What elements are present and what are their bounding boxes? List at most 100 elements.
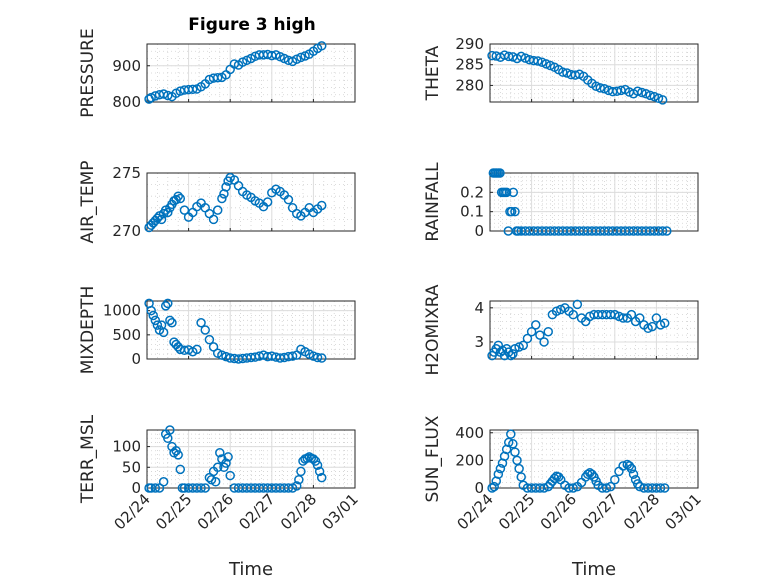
y-axis-label: PRESSURE — [78, 28, 98, 117]
data-point — [522, 333, 533, 344]
data-point — [283, 483, 294, 493]
y-tick-label: 0 — [131, 479, 141, 497]
data-point — [283, 194, 294, 205]
data-point — [531, 320, 541, 330]
data-point — [659, 318, 670, 328]
axes-frame — [489, 172, 699, 232]
data-point — [152, 320, 163, 330]
data-point — [200, 325, 210, 335]
data-point — [158, 477, 169, 487]
data-point — [160, 301, 171, 311]
data-point — [651, 313, 662, 323]
data-point — [568, 483, 578, 493]
x-axis-label-right: Time — [571, 559, 616, 580]
data-point — [163, 90, 173, 101]
x-axis-label-left: Time — [228, 559, 273, 580]
data-point — [508, 187, 519, 198]
data-point — [526, 326, 537, 337]
data-point — [150, 483, 161, 493]
data-point — [296, 52, 306, 63]
data-point — [158, 327, 169, 338]
data-point — [553, 472, 564, 482]
data-point — [643, 323, 653, 334]
data-point — [204, 334, 215, 345]
y-tick-label: 3 — [474, 333, 484, 351]
data-point — [156, 214, 167, 225]
x-tick-label: 02/25 — [152, 490, 195, 533]
data-point — [508, 439, 518, 449]
data-point — [223, 452, 233, 462]
x-tick-label: 02/26 — [537, 490, 580, 533]
data-point — [518, 340, 529, 351]
subplot-rainfall: 00.1 0.2 RAINFALL — [423, 162, 699, 242]
data-point — [655, 483, 666, 493]
data-point — [514, 463, 524, 474]
y-tick-label: 900 — [112, 57, 141, 75]
data-point — [659, 483, 670, 493]
data-point — [495, 168, 505, 178]
data-point — [316, 41, 327, 51]
data-point — [196, 318, 206, 328]
data-point — [208, 214, 219, 225]
data-point — [541, 59, 551, 69]
data-point — [501, 187, 512, 198]
data-point — [165, 315, 175, 326]
data-point — [212, 72, 223, 83]
y-tick-label: 400 — [455, 424, 484, 442]
y-tick-label: 0 — [131, 350, 141, 368]
axes-frame — [146, 43, 356, 103]
data-point — [516, 472, 526, 482]
data-point — [152, 213, 163, 223]
data-point — [175, 464, 186, 475]
axes-frame — [146, 172, 356, 232]
data-point — [312, 352, 323, 363]
data-point — [148, 310, 158, 321]
data-point — [212, 462, 223, 473]
data-point — [215, 448, 225, 458]
data-point — [520, 53, 531, 63]
y-tick-label: 500 — [112, 326, 141, 344]
data-point — [173, 450, 183, 460]
y-axis-label: SUN_FLUX — [423, 415, 443, 502]
data-point — [514, 342, 524, 352]
y-tick-label: 200 — [455, 451, 484, 469]
data-point — [657, 226, 668, 236]
data-point — [316, 472, 327, 483]
data-point — [539, 337, 549, 347]
data-point — [493, 469, 504, 479]
y-tick-label: 280 — [455, 76, 484, 94]
y-tick-label: 800 — [112, 93, 141, 111]
data-point — [173, 191, 183, 201]
y-tick-label: 285 — [455, 56, 484, 74]
x-tick-label: 02/26 — [194, 490, 237, 533]
y-axis-label: THETA — [423, 45, 443, 101]
y-tick-label: 270 — [112, 222, 141, 240]
data-point — [495, 463, 506, 474]
x-tick-label: 02/27 — [578, 490, 621, 533]
data-point — [535, 330, 545, 340]
data-point — [503, 51, 514, 62]
subplot-air_temp: 270 275 AIR_TEMP — [78, 161, 356, 244]
data-point — [599, 83, 610, 94]
x-tick-label: 02/28 — [620, 490, 663, 533]
data-point — [653, 93, 664, 104]
data-point — [632, 86, 643, 96]
data-point — [635, 313, 645, 323]
data-point — [595, 83, 605, 93]
data-point — [210, 477, 221, 487]
data-point — [610, 474, 620, 485]
data-point — [175, 193, 186, 204]
data-point — [512, 455, 522, 466]
data-point — [572, 299, 583, 310]
data-point — [641, 88, 651, 99]
data-point — [624, 461, 635, 471]
data-point — [497, 345, 508, 356]
data-point — [533, 56, 543, 66]
data-point — [212, 205, 223, 215]
y-axis-label: RAINFALL — [423, 162, 443, 242]
data-point — [294, 474, 304, 485]
data-point — [163, 298, 173, 309]
data-point — [610, 309, 620, 320]
data-point — [225, 470, 235, 481]
